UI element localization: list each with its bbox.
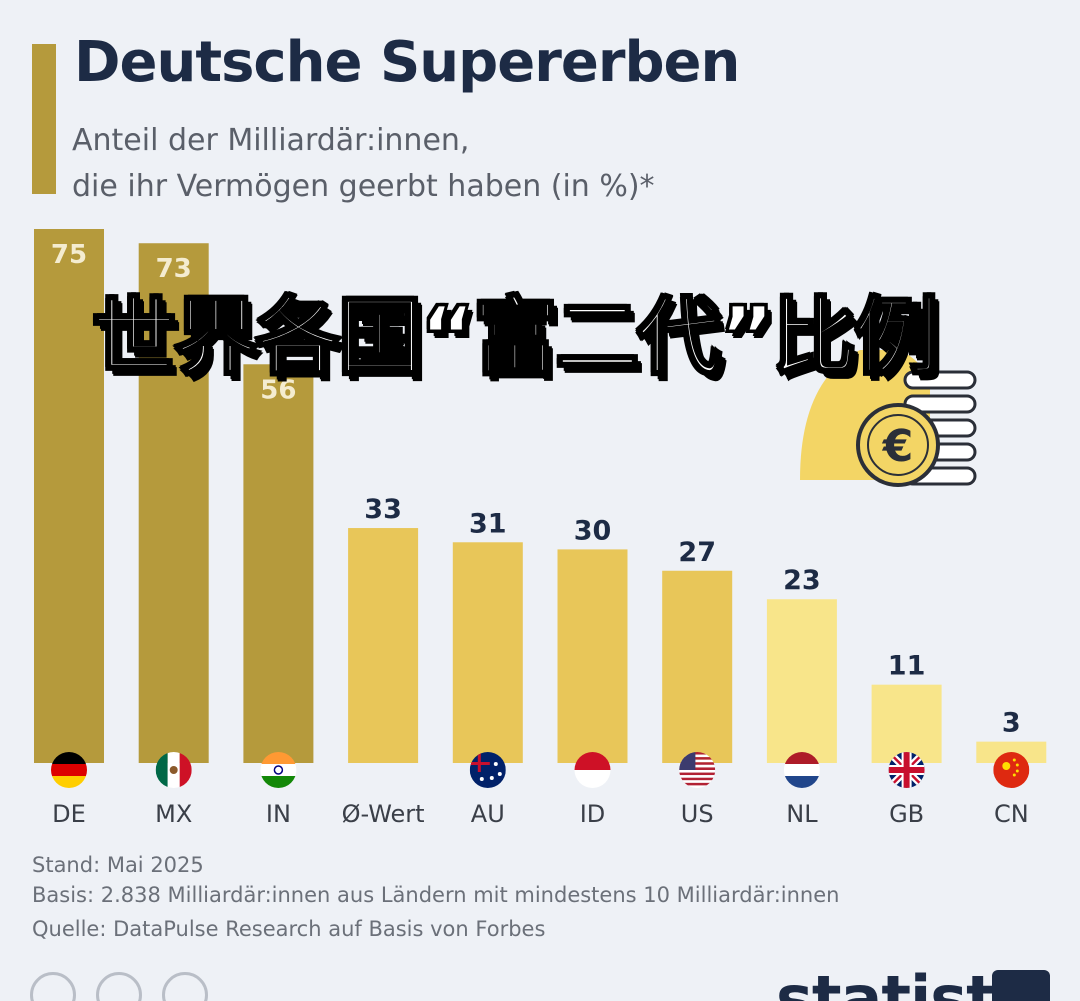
- bar-US: [662, 570, 733, 763]
- indonesia-flag-icon: [574, 752, 611, 788]
- euro-coin-money-bag-icon: €: [800, 350, 977, 487]
- title-accent-bar: [32, 44, 56, 194]
- bar-ID: [557, 549, 628, 763]
- no-derivatives-icon: [162, 972, 208, 1001]
- bar-GB: [871, 684, 942, 763]
- uk-flag-icon: [888, 752, 925, 788]
- chart-footer: Stand: Mai 2025 Basis: 2.838 Milliardär:…: [32, 850, 839, 944]
- bar-NL: [766, 599, 837, 763]
- bar-MX: [138, 243, 209, 764]
- india-flag-icon: [260, 752, 297, 788]
- category-label-MX: MX: [155, 800, 192, 828]
- mexico-flag-icon: [155, 752, 192, 788]
- subtitle-line-2: die ihr Vermögen geerbt haben (in %)*: [72, 169, 655, 204]
- attribution-icon: [96, 972, 142, 1001]
- chart-title: Deutsche Supererben: [74, 30, 740, 95]
- value-label-US: 27: [678, 537, 716, 568]
- footer-source: Quelle: DataPulse Research auf Basis von…: [32, 917, 546, 941]
- category-label-AU: AU: [471, 800, 505, 828]
- value-label-DE: 75: [51, 240, 87, 270]
- netherlands-flag-icon: [783, 752, 820, 788]
- bar-DE: [34, 229, 104, 763]
- value-label-IN: 56: [260, 375, 296, 405]
- germany-flag-icon: [51, 752, 87, 788]
- bar-Ø-Wert: [348, 528, 419, 763]
- overlay-caption: 世界各国“富二代”比例: [90, 287, 939, 388]
- category-label-US: US: [681, 800, 714, 828]
- chart-subtitle: Anteil der Milliardär:innen, die ihr Ver…: [72, 118, 655, 210]
- category-label-IN: IN: [266, 800, 291, 828]
- bar-AU: [452, 542, 523, 763]
- footer-stand: Stand: Mai 2025: [32, 853, 204, 877]
- svg-text:€: €: [882, 421, 914, 472]
- value-label-ID: 30: [574, 515, 612, 546]
- value-label-Ø-Wert: 33: [364, 494, 402, 525]
- value-label-NL: 23: [783, 565, 821, 596]
- china-flag-icon: [993, 752, 1030, 788]
- category-label-Ø-Wert: Ø-Wert: [342, 800, 425, 828]
- statista-logo-mark: [992, 970, 1050, 1001]
- category-label-GB: GB: [889, 800, 924, 828]
- footer-basis: Basis: 2.838 Milliardär:innen aus Länder…: [32, 883, 840, 907]
- cc-icon: [30, 972, 76, 1001]
- value-label-GB: 11: [888, 651, 926, 682]
- value-label-MX: 73: [156, 254, 192, 284]
- category-label-DE: DE: [52, 800, 86, 828]
- subtitle-line-1: Anteil der Milliardär:innen,: [72, 123, 470, 158]
- australia-flag-icon: [469, 752, 506, 788]
- category-label-NL: NL: [786, 800, 818, 828]
- value-label-AU: 31: [469, 508, 507, 539]
- category-label-CN: CN: [994, 800, 1029, 828]
- value-label-CN: 3: [1002, 708, 1021, 739]
- bar-IN: [243, 364, 314, 763]
- category-label-ID: ID: [580, 800, 606, 828]
- usa-flag-icon: [679, 752, 716, 788]
